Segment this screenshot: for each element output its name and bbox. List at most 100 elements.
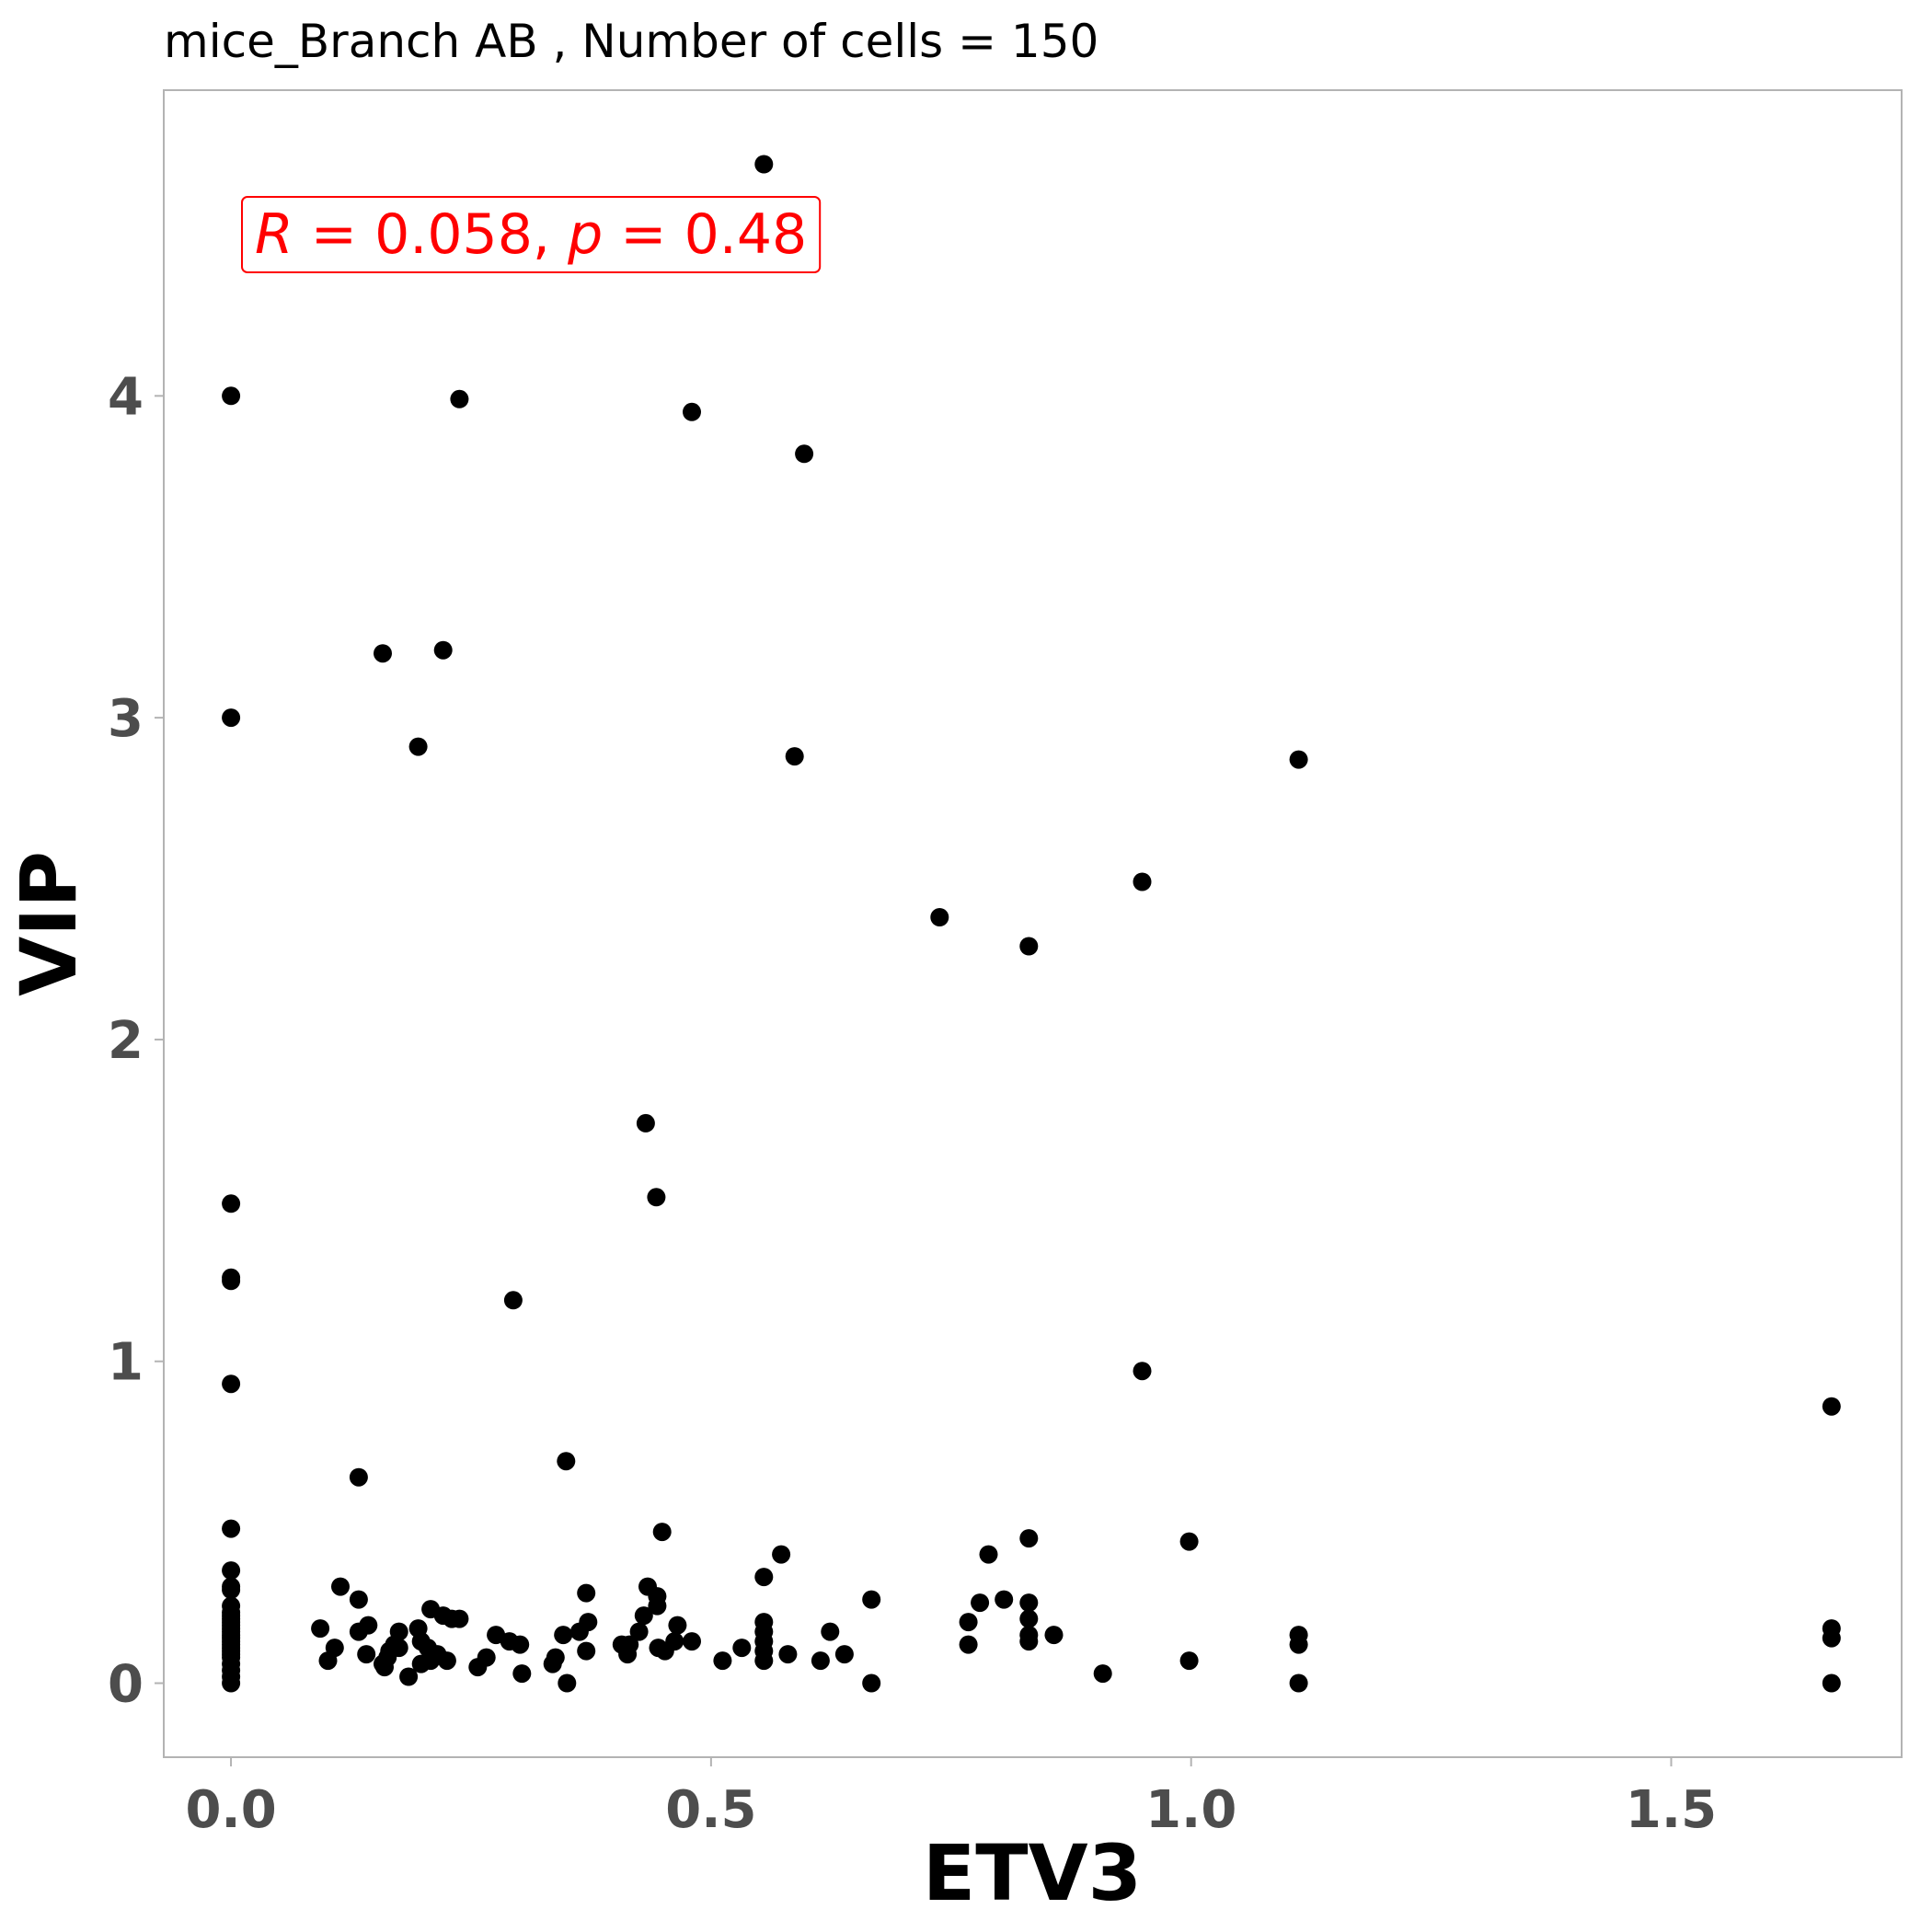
data-point bbox=[713, 1651, 732, 1671]
data-point bbox=[1289, 1673, 1308, 1693]
data-point bbox=[620, 1635, 639, 1654]
data-point bbox=[222, 386, 241, 406]
data-point bbox=[1019, 1632, 1039, 1651]
data-point bbox=[1822, 1673, 1841, 1693]
data-point bbox=[503, 1291, 523, 1310]
data-point bbox=[795, 444, 814, 464]
data-point bbox=[862, 1673, 881, 1693]
y-axis-ticks: 0 1 2 3 4 bbox=[108, 367, 164, 1715]
data-point bbox=[959, 1635, 978, 1654]
data-point bbox=[778, 1645, 798, 1664]
data-point bbox=[477, 1648, 496, 1667]
data-point bbox=[1019, 937, 1039, 956]
data-point bbox=[222, 1194, 241, 1213]
data-point bbox=[959, 1613, 978, 1632]
plot-panel bbox=[163, 89, 1903, 1758]
annotation-separator: , bbox=[533, 202, 568, 267]
data-point bbox=[811, 1651, 830, 1671]
data-point bbox=[222, 1519, 241, 1538]
data-point bbox=[732, 1639, 752, 1658]
data-point bbox=[636, 1113, 655, 1133]
data-point bbox=[546, 1648, 565, 1667]
data-point bbox=[629, 1622, 649, 1641]
data-point bbox=[577, 1583, 596, 1603]
r-value: 0.058 bbox=[374, 202, 533, 267]
data-point bbox=[579, 1613, 598, 1632]
data-point bbox=[668, 1616, 687, 1635]
r-symbol: R bbox=[255, 202, 293, 267]
x-tick-label: 0.0 bbox=[185, 1780, 276, 1840]
data-point bbox=[979, 1545, 998, 1564]
data-point bbox=[1289, 1635, 1308, 1654]
data-point bbox=[389, 1622, 408, 1641]
data-point bbox=[1019, 1529, 1039, 1548]
x-tick-label: 1.5 bbox=[1626, 1780, 1717, 1840]
data-point bbox=[785, 747, 804, 766]
data-point bbox=[648, 1596, 667, 1616]
data-point bbox=[1133, 1362, 1152, 1381]
data-point bbox=[557, 1452, 576, 1471]
data-point bbox=[862, 1590, 881, 1609]
data-point bbox=[222, 1561, 241, 1581]
data-point bbox=[1289, 750, 1308, 769]
data-point bbox=[683, 402, 701, 421]
correlation-annotation: R = 0.058, p = 0.48 bbox=[241, 196, 822, 273]
data-point bbox=[331, 1577, 350, 1596]
data-point bbox=[971, 1593, 990, 1613]
p-equals: = bbox=[603, 202, 684, 267]
data-point bbox=[1019, 1593, 1039, 1613]
data-point bbox=[754, 155, 774, 174]
data-point bbox=[450, 389, 469, 408]
data-point bbox=[433, 640, 453, 660]
data-point bbox=[634, 1606, 653, 1626]
x-axis-title: ETV3 bbox=[923, 1828, 1142, 1918]
y-tick-label: 2 bbox=[108, 1011, 144, 1071]
annotation-text: R = 0.058, p = 0.48 bbox=[255, 202, 807, 267]
data-point bbox=[399, 1667, 419, 1686]
data-point bbox=[222, 708, 241, 728]
x-tick-label: 1.0 bbox=[1145, 1780, 1236, 1840]
data-point bbox=[450, 1609, 469, 1628]
y-tick-label: 0 bbox=[108, 1655, 144, 1715]
x-axis-ticks: 0.0 0.5 1.0 1.5 bbox=[185, 1757, 1717, 1840]
data-point bbox=[1019, 1609, 1039, 1628]
x-tick-label: 0.5 bbox=[665, 1780, 756, 1840]
data-point bbox=[511, 1635, 530, 1654]
data-point bbox=[222, 1374, 241, 1394]
data-point bbox=[930, 908, 949, 926]
data-point bbox=[1179, 1532, 1199, 1551]
data-point bbox=[374, 644, 392, 663]
data-point bbox=[349, 1590, 368, 1609]
data-point bbox=[577, 1641, 596, 1661]
p-symbol: p bbox=[567, 202, 603, 267]
data-point bbox=[683, 1632, 701, 1651]
data-point bbox=[1822, 1628, 1841, 1648]
chart-title: mice_Branch AB , Number of cells = 150 bbox=[164, 15, 1098, 68]
data-point bbox=[1822, 1397, 1841, 1416]
data-point bbox=[349, 1467, 368, 1487]
data-point bbox=[512, 1664, 532, 1684]
data-point bbox=[995, 1590, 1014, 1609]
data-point bbox=[222, 1581, 241, 1600]
data-point bbox=[558, 1673, 577, 1693]
data-point bbox=[408, 737, 428, 756]
data-point bbox=[652, 1523, 672, 1542]
data-point bbox=[357, 1645, 376, 1664]
data-point bbox=[1179, 1651, 1199, 1671]
data-point bbox=[359, 1616, 378, 1635]
data-point bbox=[311, 1619, 330, 1639]
data-point bbox=[647, 1188, 666, 1207]
data-points bbox=[222, 155, 1841, 1693]
data-point bbox=[1044, 1626, 1064, 1645]
y-tick-label: 3 bbox=[108, 689, 144, 749]
data-point bbox=[554, 1626, 573, 1645]
data-point bbox=[1133, 872, 1152, 891]
p-value: 0.48 bbox=[684, 202, 808, 267]
data-point bbox=[325, 1639, 344, 1658]
annotation-frame bbox=[241, 196, 822, 273]
data-point bbox=[754, 1568, 774, 1587]
data-point bbox=[772, 1545, 791, 1564]
data-point bbox=[754, 1651, 774, 1671]
data-point bbox=[222, 1673, 241, 1693]
